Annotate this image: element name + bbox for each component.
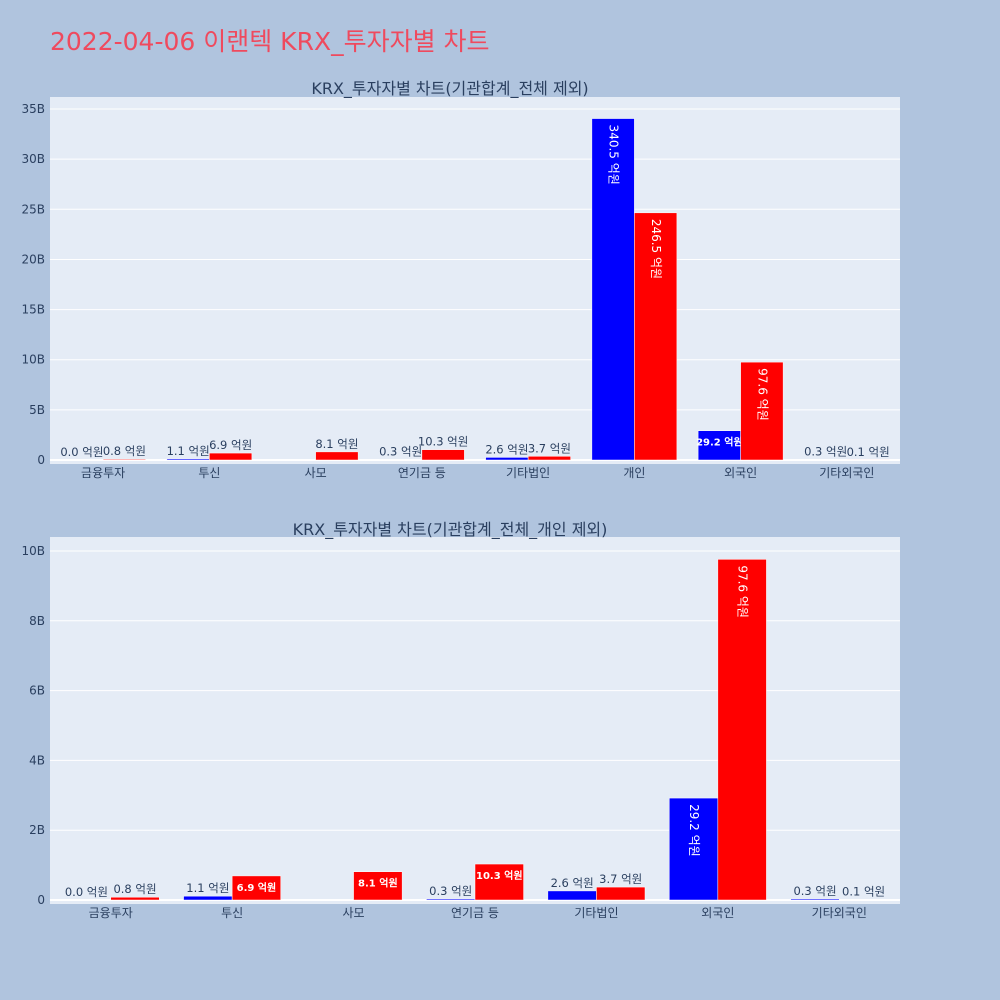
y-tick-label: 25B	[21, 202, 45, 216]
x-tick-label: 금융투자	[81, 466, 125, 480]
bar-buy	[421, 449, 465, 461]
y-tick-label: 0	[37, 453, 45, 467]
x-tick-label: 사모	[343, 906, 365, 920]
bar-data-label: 0.0 억원	[65, 885, 108, 899]
chart-title: KRX_투자자별 차트(기관합계_전체_개인 제외)	[293, 520, 608, 540]
bar-buy	[740, 361, 784, 461]
x-tick-label: 외국인	[724, 466, 757, 480]
bar-buy	[353, 871, 403, 901]
bar-buy	[102, 458, 146, 461]
bar-data-label: 340.5 억원	[607, 125, 621, 185]
y-tick-label: 4B	[29, 753, 45, 767]
bar-sell	[790, 898, 840, 901]
bar-data-label: 6.9 억원	[209, 438, 252, 452]
y-tick-label: 15B	[21, 303, 45, 317]
bar-data-label: 8.1 억원	[315, 437, 358, 451]
bar-buy	[209, 452, 253, 461]
bar-sell	[166, 458, 210, 461]
y-tick-label: 0	[37, 893, 45, 907]
bar-data-label: 1.1 억원	[186, 881, 229, 895]
bar-data-label: 0.1 억원	[847, 445, 890, 459]
bar-data-label: 1.1 억원	[167, 444, 210, 458]
bar-data-label: 0.8 억원	[113, 882, 156, 896]
bar-buy	[315, 451, 359, 461]
y-tick-label: 5B	[29, 403, 45, 417]
bar-buy	[634, 212, 678, 461]
y-tick-label: 30B	[21, 152, 45, 166]
bar-data-label: 2.6 억원	[485, 442, 528, 456]
bar-buy	[474, 863, 524, 901]
bar-data-label: 0.3 억원	[429, 884, 472, 898]
x-tick-label: 기타법인	[506, 466, 550, 480]
x-tick-label: 금융투자	[89, 906, 133, 920]
bar-data-label: 0.3 억원	[793, 884, 836, 898]
bar-sell	[183, 895, 233, 901]
bar-sell	[485, 457, 529, 461]
bar-buy	[596, 886, 646, 901]
y-tick-label: 20B	[21, 252, 45, 266]
y-tick-label: 8B	[29, 614, 45, 628]
chart-title: KRX_투자자별 차트(기관합계_전체 제외)	[311, 79, 588, 99]
y-tick-label: 6B	[29, 684, 45, 698]
bar-data-label: 0.1 억원	[842, 885, 885, 899]
y-tick-label: 2B	[29, 823, 45, 837]
bar-data-label: 10.3 억원	[418, 435, 468, 449]
bar-buy	[527, 456, 571, 461]
y-tick-label: 35B	[21, 102, 45, 116]
bar-buy	[717, 559, 767, 901]
bar-data-label: 97.6 억원	[755, 368, 769, 421]
bar-data-label: 0.0 억원	[60, 445, 103, 459]
bar-data-label: 0.3 억원	[379, 445, 422, 459]
chart-1: 0 5B 10B 15B 20B 25B 30B 35B KRX_투자자별 차트(기관합계_전체…	[21, 79, 900, 480]
bar-data-label: 0.8 억원	[103, 444, 146, 458]
x-tick-label: 연기금 등	[398, 466, 446, 480]
x-tick-label: 기타외국인	[812, 906, 867, 920]
plot-area	[50, 537, 900, 904]
bar-buy	[231, 875, 281, 901]
bar-sell	[697, 430, 741, 461]
x-tick-label: 외국인	[701, 906, 734, 920]
x-tick-label: 사모	[305, 466, 327, 480]
x-tick-label: 연기금 등	[451, 906, 499, 920]
bar-sell	[426, 898, 476, 901]
bar-data-label: 6.9 억원	[237, 881, 277, 894]
bar-data-label: 29.2 억원	[687, 804, 701, 857]
x-tick-label: 개인	[623, 466, 645, 480]
bar-data-label: 0.3 억원	[804, 445, 847, 459]
bar-data-label: 29.2 억원	[696, 436, 743, 449]
bar-data-label: 246.5 억원	[649, 219, 663, 279]
y-tick-label: 10B	[21, 353, 45, 367]
y-tick-label: 10B	[21, 544, 45, 558]
x-tick-label: 기타법인	[574, 906, 618, 920]
bar-data-label: 3.7 억원	[528, 441, 571, 455]
x-tick-label: 기타외국인	[819, 466, 874, 480]
x-tick-label: 투신	[198, 466, 220, 480]
bar-data-label: 2.6 억원	[551, 876, 594, 890]
chart-2: 0 2B 4B 6B 8B 10B KRX_투자자별 차트(기관합계_전체_개인 제외) 금융…	[21, 520, 900, 920]
bar-sell	[669, 797, 719, 901]
bar-buy	[110, 896, 160, 901]
page-title: 2022-04-06 이랜텍 KRX_투자자별 차트	[50, 27, 490, 56]
x-tick-label: 투신	[221, 906, 243, 920]
bar-data-label: 97.6 억원	[736, 565, 750, 618]
bar-data-label: 10.3 억원	[476, 869, 523, 882]
bar-sell	[547, 890, 597, 901]
bar-data-label: 8.1 억원	[358, 877, 398, 890]
bar-data-label: 3.7 억원	[599, 872, 642, 886]
